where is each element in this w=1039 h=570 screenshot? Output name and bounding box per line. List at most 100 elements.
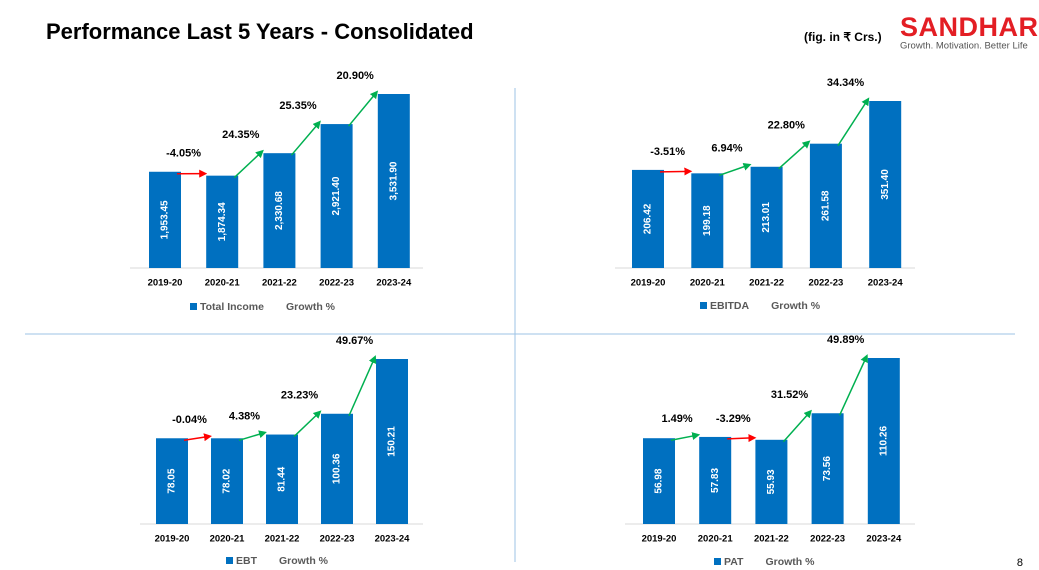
growth-label: 49.67%: [336, 335, 374, 347]
growth-arrow: [659, 167, 693, 176]
bar: [156, 438, 188, 524]
bar-value-label: 3,531.90: [388, 161, 399, 200]
x-tick-label: 2020-21: [205, 278, 241, 289]
page-number: 8: [1017, 557, 1023, 569]
growth-arrow: [233, 149, 264, 179]
bar-value-label: 100.36: [332, 453, 343, 484]
x-tick-label: 2023-24: [376, 278, 412, 289]
growth-label: -3.29%: [716, 413, 751, 425]
bar-value-label: 351.40: [880, 169, 891, 200]
growth-label: 25.35%: [279, 100, 317, 112]
bar: [869, 101, 902, 268]
bar-value-label: 55.93: [766, 469, 777, 494]
growth-arrow: [670, 432, 701, 441]
bar: [809, 143, 842, 268]
growth-arrow: [290, 120, 321, 156]
bar: [377, 94, 410, 268]
growth-label: -3.51%: [650, 146, 685, 158]
growth-label: 1.49%: [661, 413, 692, 425]
bar-value-label: 81.44: [277, 466, 288, 491]
legend-swatch: [700, 302, 707, 309]
bar: [699, 436, 732, 524]
growth-arrow: [238, 430, 267, 442]
bar-value-label: 261.58: [821, 190, 832, 221]
x-tick-label: 2022-23: [320, 534, 355, 545]
x-tick-label: 2021-22: [754, 534, 789, 545]
x-tick-label: 2019-20: [148, 278, 183, 289]
bar-value-label: 78.02: [222, 468, 233, 493]
x-tick-label: 2023-24: [868, 278, 904, 289]
legend-label: Growth %: [279, 555, 329, 567]
bar-value-label: 78.05: [167, 468, 178, 493]
legend-label: EBITDA: [710, 300, 750, 312]
legend-label: Total Income: [200, 301, 264, 313]
bar-value-label: 73.56: [822, 456, 833, 481]
growth-label: 22.80%: [768, 120, 806, 132]
x-tick-label: 2021-22: [265, 534, 300, 545]
growth-arrow: [838, 354, 868, 416]
legend-label: Growth %: [765, 556, 815, 568]
x-tick-label: 2019-20: [631, 278, 666, 289]
bar: [811, 413, 844, 524]
growth-arrow: [719, 162, 752, 177]
legend-label: Growth %: [286, 301, 336, 313]
x-tick-label: 2021-22: [262, 278, 297, 289]
bar: [376, 359, 408, 524]
x-tick-label: 2022-23: [808, 278, 843, 289]
growth-arrow: [348, 90, 379, 127]
bar-value-label: 57.83: [710, 468, 721, 493]
bar-value-label: 199.18: [702, 205, 713, 236]
bar: [206, 175, 239, 268]
x-tick-label: 2021-22: [749, 278, 784, 289]
bar-value-label: 150.21: [387, 426, 398, 457]
growth-label: 31.52%: [771, 389, 809, 401]
bar-value-label: 1,874.34: [217, 202, 228, 241]
bar-value-label: 56.98: [654, 468, 665, 493]
x-tick-label: 2023-24: [866, 534, 902, 545]
logo-tagline: Growth. Motivation. Better Life: [900, 41, 1028, 52]
bar: [321, 413, 353, 524]
growth-label: 4.38%: [229, 410, 260, 422]
bar: [643, 438, 675, 524]
x-tick-label: 2022-23: [319, 278, 354, 289]
growth-arrow: [183, 433, 212, 442]
growth-label: 24.35%: [222, 129, 260, 141]
logo-name: SANDHAR: [900, 12, 1039, 42]
growth-label: -0.04%: [172, 414, 207, 426]
legend-swatch: [226, 557, 233, 564]
growth-arrow: [837, 97, 870, 147]
growth-label: 49.89%: [827, 334, 865, 346]
x-tick-label: 2022-23: [810, 534, 845, 545]
legend-swatch: [190, 303, 197, 310]
bar: [263, 153, 296, 268]
bar: [750, 166, 783, 268]
unit-note: (fig. in ₹ Crs.): [804, 30, 882, 44]
legend-label: Growth %: [771, 300, 821, 312]
bar: [755, 439, 788, 524]
slide-title: Performance Last 5 Years - Consolidated: [46, 19, 474, 44]
bar-value-label: 206.42: [643, 203, 654, 234]
bar: [320, 124, 353, 268]
bar-value-label: 2,330.68: [274, 191, 285, 230]
bar-value-label: 110.26: [878, 426, 889, 456]
bar-value-label: 213.01: [761, 202, 772, 233]
legend-swatch: [714, 558, 721, 565]
x-tick-label: 2019-20: [155, 534, 190, 545]
growth-label: 23.23%: [281, 390, 319, 402]
bar: [211, 438, 243, 524]
bar: [266, 434, 298, 524]
legend-label: EBT: [236, 555, 258, 567]
growth-label: -4.05%: [166, 148, 201, 160]
growth-arrow: [778, 140, 811, 170]
growth-label: 34.34%: [827, 77, 865, 89]
growth-arrow: [727, 434, 757, 443]
growth-label: 20.90%: [337, 70, 375, 82]
bar: [149, 171, 181, 268]
growth-arrow: [293, 410, 322, 438]
bar: [632, 169, 664, 268]
bar-value-label: 2,921.40: [331, 176, 342, 215]
x-tick-label: 2020-21: [210, 534, 246, 545]
x-tick-label: 2020-21: [698, 534, 734, 545]
bar: [691, 173, 724, 268]
legend-label: PAT: [724, 556, 744, 568]
